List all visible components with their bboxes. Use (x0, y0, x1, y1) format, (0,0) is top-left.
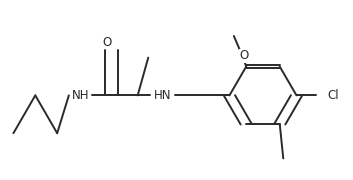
Text: Cl: Cl (327, 89, 339, 102)
Text: HN: HN (154, 89, 171, 102)
Text: O: O (102, 36, 112, 49)
Text: NH: NH (72, 89, 89, 102)
Text: O: O (240, 49, 249, 62)
